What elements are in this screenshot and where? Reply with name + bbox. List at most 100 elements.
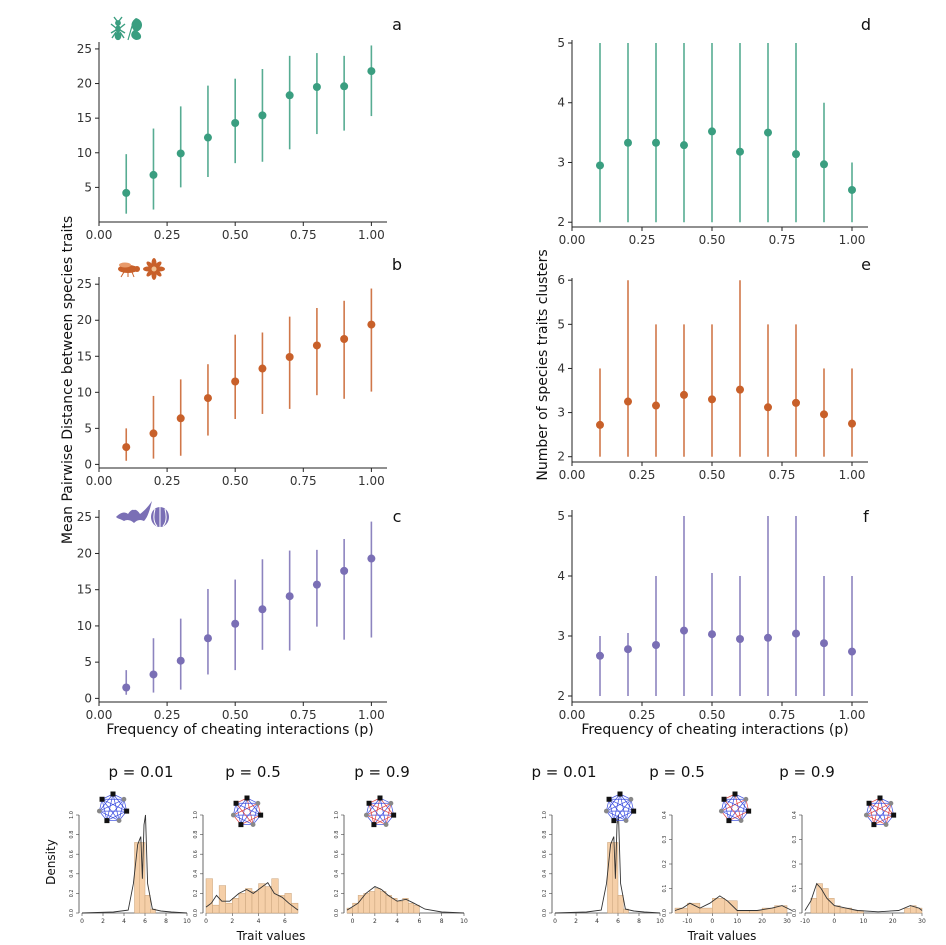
y-tick-label: 2 [557, 215, 565, 229]
x-tick-label: 8 [637, 918, 641, 925]
fig-icon [151, 507, 169, 527]
y-tick-label: 0.2 [69, 889, 75, 897]
x-tick-label: 1.00 [358, 708, 385, 722]
hist-title-6: p = 0.9 [779, 763, 834, 781]
network-node [371, 822, 377, 828]
x-tick-label: 2 [574, 918, 578, 925]
data-point [708, 630, 716, 639]
network-node [631, 808, 637, 814]
x-tick-label: 0.25 [629, 233, 656, 247]
network-edge [866, 797, 881, 816]
y-tick-label: 1.0 [193, 811, 199, 819]
histogram-bar [816, 883, 823, 914]
network-node [388, 800, 394, 806]
network-node [883, 822, 889, 828]
data-point [285, 592, 294, 601]
histogram-bar [232, 898, 240, 914]
y-tick-label: 15 [77, 111, 92, 125]
data-point [231, 619, 240, 628]
y-axis-title-right: Number of species traits clusters [535, 249, 551, 480]
network-edge [721, 798, 747, 812]
histogram-bar [212, 904, 220, 914]
data-point [792, 629, 800, 638]
x-tick-label: -10 [800, 918, 810, 925]
network-edge [879, 797, 887, 825]
y-tick-label: 0.8 [334, 831, 340, 839]
y-tick-label: 0 [84, 691, 92, 705]
histogram-2: 0.0 0.2 0.4 0.6 0.8 1.0 0 2 4 6 [193, 795, 299, 925]
network-edge [118, 799, 125, 821]
histogram-bar [278, 895, 286, 914]
network-edge [99, 793, 114, 812]
y-tick-label: 20 [77, 313, 92, 327]
x-tick-label: 8 [440, 918, 444, 925]
y-tick-label: 0.4 [69, 870, 75, 878]
data-point [736, 635, 744, 643]
data-point [176, 149, 185, 158]
histogram-bar [374, 888, 381, 914]
network-edge [379, 797, 394, 816]
x-tick-label: 6 [616, 918, 620, 925]
y-tick-label: 10 [77, 619, 92, 633]
network-node [99, 796, 105, 802]
data-point [624, 645, 632, 654]
network-node [258, 812, 264, 818]
network-edge [233, 802, 259, 816]
x-tick-label: 0.50 [699, 708, 726, 722]
x-tick-label: 0.00 [86, 474, 113, 488]
y-tick-label: 2 [557, 689, 565, 703]
y-tick-label: 25 [77, 510, 92, 524]
data-point [708, 127, 716, 136]
trait-axis-title-right: Trait values [687, 929, 757, 943]
x-tick-label: 2 [373, 918, 377, 925]
data-point [312, 341, 321, 350]
x-tick-label: 0 [351, 918, 355, 925]
data-point [764, 633, 772, 642]
network-edge [868, 803, 887, 825]
network-edge [112, 793, 120, 821]
network-node [377, 795, 383, 801]
data-point [680, 141, 688, 150]
density-curve [346, 885, 465, 914]
data-point [340, 566, 349, 575]
network-node [383, 822, 389, 828]
y-tick-label: 0.6 [542, 850, 548, 858]
histogram-bar [396, 900, 403, 914]
data-point [792, 150, 800, 159]
panel-c-chart: 0 5 10 15 20 25 0.00 0.25 0.50 0.75 1.00 c [77, 507, 402, 722]
data-point [149, 170, 158, 179]
y-tick-label: 0.8 [69, 831, 75, 839]
data-point [340, 82, 349, 91]
density-curve [205, 881, 299, 911]
network-edge [608, 798, 634, 812]
x-tick-label: 0.75 [290, 708, 317, 722]
network-node [104, 818, 110, 824]
x-axis-title-left: Frequency of cheating interactions (p) [106, 722, 373, 738]
density-curve [804, 882, 923, 913]
y-tick-label: 4 [557, 569, 565, 583]
network-edge [606, 798, 632, 812]
data-point [312, 83, 321, 91]
network-edge [873, 797, 881, 825]
y-tick-label: 0.4 [542, 870, 548, 878]
x-tick-label: 4 [257, 918, 261, 925]
network-node [230, 812, 236, 818]
hist-title-5: p = 0.5 [649, 763, 704, 781]
data-point [149, 429, 158, 438]
y-tick-label: 0.3 [662, 836, 668, 844]
data-point [680, 626, 688, 635]
density-curve [81, 814, 188, 914]
y-tick-label: 1.0 [334, 811, 340, 819]
y-tick-label: 0.0 [193, 909, 199, 917]
network-node [746, 808, 752, 814]
network-edge [608, 799, 615, 821]
data-point [203, 133, 212, 142]
data-point [596, 161, 604, 170]
y-tick-label: 20 [77, 546, 92, 560]
network-node [606, 796, 612, 802]
x-tick-label: 0.50 [222, 708, 249, 722]
x-tick-label: 0.25 [154, 474, 181, 488]
ant-icon [110, 16, 126, 41]
network-node [726, 818, 732, 824]
histogram-bar [144, 895, 151, 914]
